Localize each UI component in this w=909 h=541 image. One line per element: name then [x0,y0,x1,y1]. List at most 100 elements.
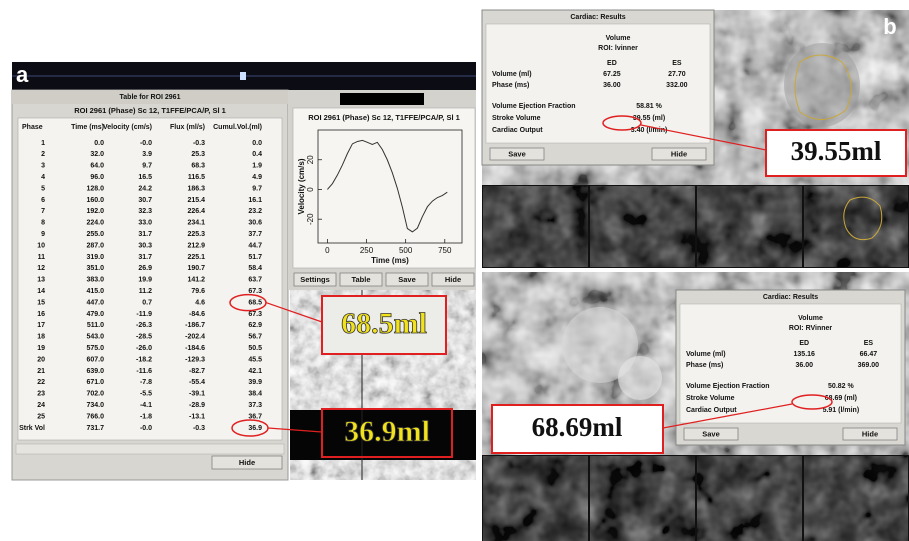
row-value: 66.47 [860,351,878,358]
table-cell: 447.0 [86,299,104,306]
button-label[interactable]: Table [351,275,370,284]
thumbnail [804,456,908,541]
result-label: Cardiac Output [492,127,543,134]
plot-title: ROI 2961 (Phase) Sc 12, T1FFE/PCA/P, Sl … [308,113,460,122]
row-label: Phase (ms) [686,362,723,369]
window-title: Table for ROI 2961 [120,94,181,101]
column-header: Flux (ml/s) [170,124,205,131]
heart-shape [618,356,662,400]
button[interactable] [385,272,429,287]
x-tick-label: 500 [399,246,413,255]
table-cell: 6 [41,197,45,204]
dialog-title: Cardiac: Results [570,14,625,21]
table-cell: 68.5 [248,299,262,306]
callout-text: 68.69ml [532,412,623,442]
table-cell: 16.5 [138,174,152,181]
table-cell: 226.4 [187,208,205,215]
table-cell: 31.7 [138,254,152,261]
table-cell: 17 [37,322,45,329]
table-cell: 607.0 [86,356,104,363]
row-label: Phase (ms) [492,82,529,89]
table-cell: 2 [41,151,45,158]
table-cell: 225.3 [187,231,205,238]
x-tick-label: 250 [360,246,374,255]
table-cell: 26.9 [138,265,152,272]
table-cell: 639.0 [86,368,104,375]
button-label[interactable]: Hide [862,429,878,438]
table-cell: 575.0 [86,345,104,352]
table-cell: 31.7 [138,231,152,238]
button-label[interactable]: Save [508,149,526,158]
table-cell: 39.9 [248,379,262,386]
button[interactable] [651,147,707,161]
table-cell: 734.0 [86,402,104,409]
button[interactable] [489,147,545,161]
column-header: Time (ms) [71,124,104,131]
button[interactable] [293,272,337,287]
table-cell: 23.2 [248,208,262,215]
thumbnail [590,186,695,267]
table-cell: 16.1 [248,197,262,204]
table-cell: 128.0 [86,185,104,192]
table-cell: 42.1 [248,368,262,375]
table-cell: -0.0 [140,140,152,147]
button-label[interactable]: Hide [239,458,255,467]
button[interactable] [842,427,898,441]
column-header: Velocity (cm/s) [103,124,152,131]
button[interactable] [339,272,383,287]
table-cell: -28.5 [136,334,152,341]
callout-box [765,129,907,177]
result-value: 68.69 (ml) [825,395,857,402]
table-cell: -82.7 [189,368,205,375]
table-cell: 4.9 [252,174,262,181]
table-cell: 255.0 [86,231,104,238]
dialog-heading: Volume [606,35,631,42]
roi-contour [794,54,852,120]
table-cell: 16 [37,311,45,318]
result-value: 50.82 % [828,383,854,390]
callout-box [491,404,664,454]
button[interactable] [211,455,283,470]
thumbnail [804,186,908,267]
row-label: Volume (ml) [492,71,532,78]
callout-text: 68.5ml [341,307,427,340]
table-cell: 64.0 [90,163,104,170]
button[interactable] [431,272,475,287]
button-label[interactable]: Hide [671,149,687,158]
button[interactable] [683,427,739,441]
button-label[interactable]: Save [702,429,720,438]
table-cell: 36.7 [248,413,262,420]
table-cell: 36.9 [248,425,262,432]
row-value: 369.00 [858,362,880,369]
table-cell: 44.7 [248,242,262,249]
table-cell: -5.5 [140,391,152,398]
row-value: 27.70 [668,71,686,78]
table-cell: 10 [37,242,45,249]
table-cell: 9.7 [252,185,262,192]
table-cell: -1.8 [140,413,152,420]
y-tick-label: -20 [306,213,315,225]
plot-panel [292,107,476,269]
table-cell: -7.8 [140,379,152,386]
table-cell: 24 [37,402,45,409]
row-value: 67.25 [603,71,621,78]
table-cell: -26.3 [136,322,152,329]
table-cell: 22 [37,379,45,386]
table-cell: 25 [37,413,45,420]
table-cell: 543.0 [86,334,104,341]
table-cell: -39.1 [189,391,205,398]
button-label[interactable]: Hide [445,275,461,284]
table-cell: -28.9 [189,402,205,409]
callout-text: 39.55ml [791,136,882,166]
table-cell: -26.0 [136,345,152,352]
result-label: Volume Ejection Fraction [492,103,576,110]
bar-marker [240,72,246,80]
button-label[interactable]: Save [398,275,416,284]
table-cell: 12 [37,265,45,272]
button-label[interactable]: Settings [300,275,330,284]
table-cell: 21 [37,368,45,375]
result-label: Stroke Volume [492,115,541,122]
table-cell: 37.7 [248,231,262,238]
column-header: ED [799,340,809,347]
